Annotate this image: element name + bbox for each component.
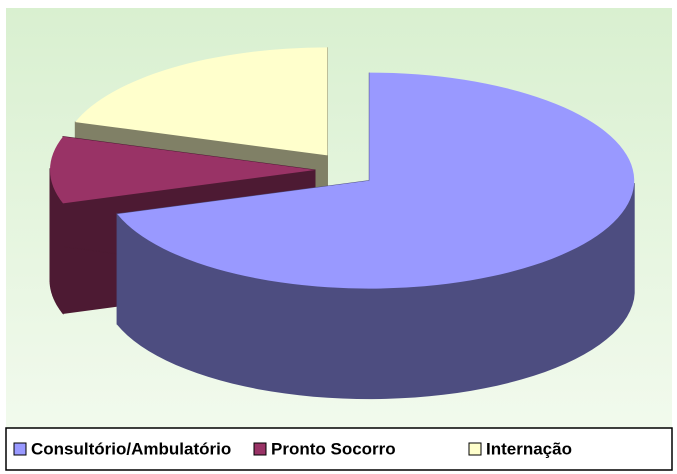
pie [49, 47, 635, 400]
slice [75, 47, 328, 156]
slice-wall [49, 168, 64, 315]
legend-label: Pronto Socorro [271, 439, 396, 458]
slice [50, 136, 315, 204]
legend-label: Internação [486, 439, 572, 458]
legend-swatch [253, 442, 267, 456]
legend-label: Consultório/Ambulatório [31, 439, 231, 458]
legend-swatch [13, 442, 27, 456]
legend: Consultório/Ambulatório Pronto Socorro Int… [13, 439, 572, 458]
legend-box [5, 427, 673, 471]
slice [117, 72, 635, 289]
legend-swatch [468, 442, 482, 456]
